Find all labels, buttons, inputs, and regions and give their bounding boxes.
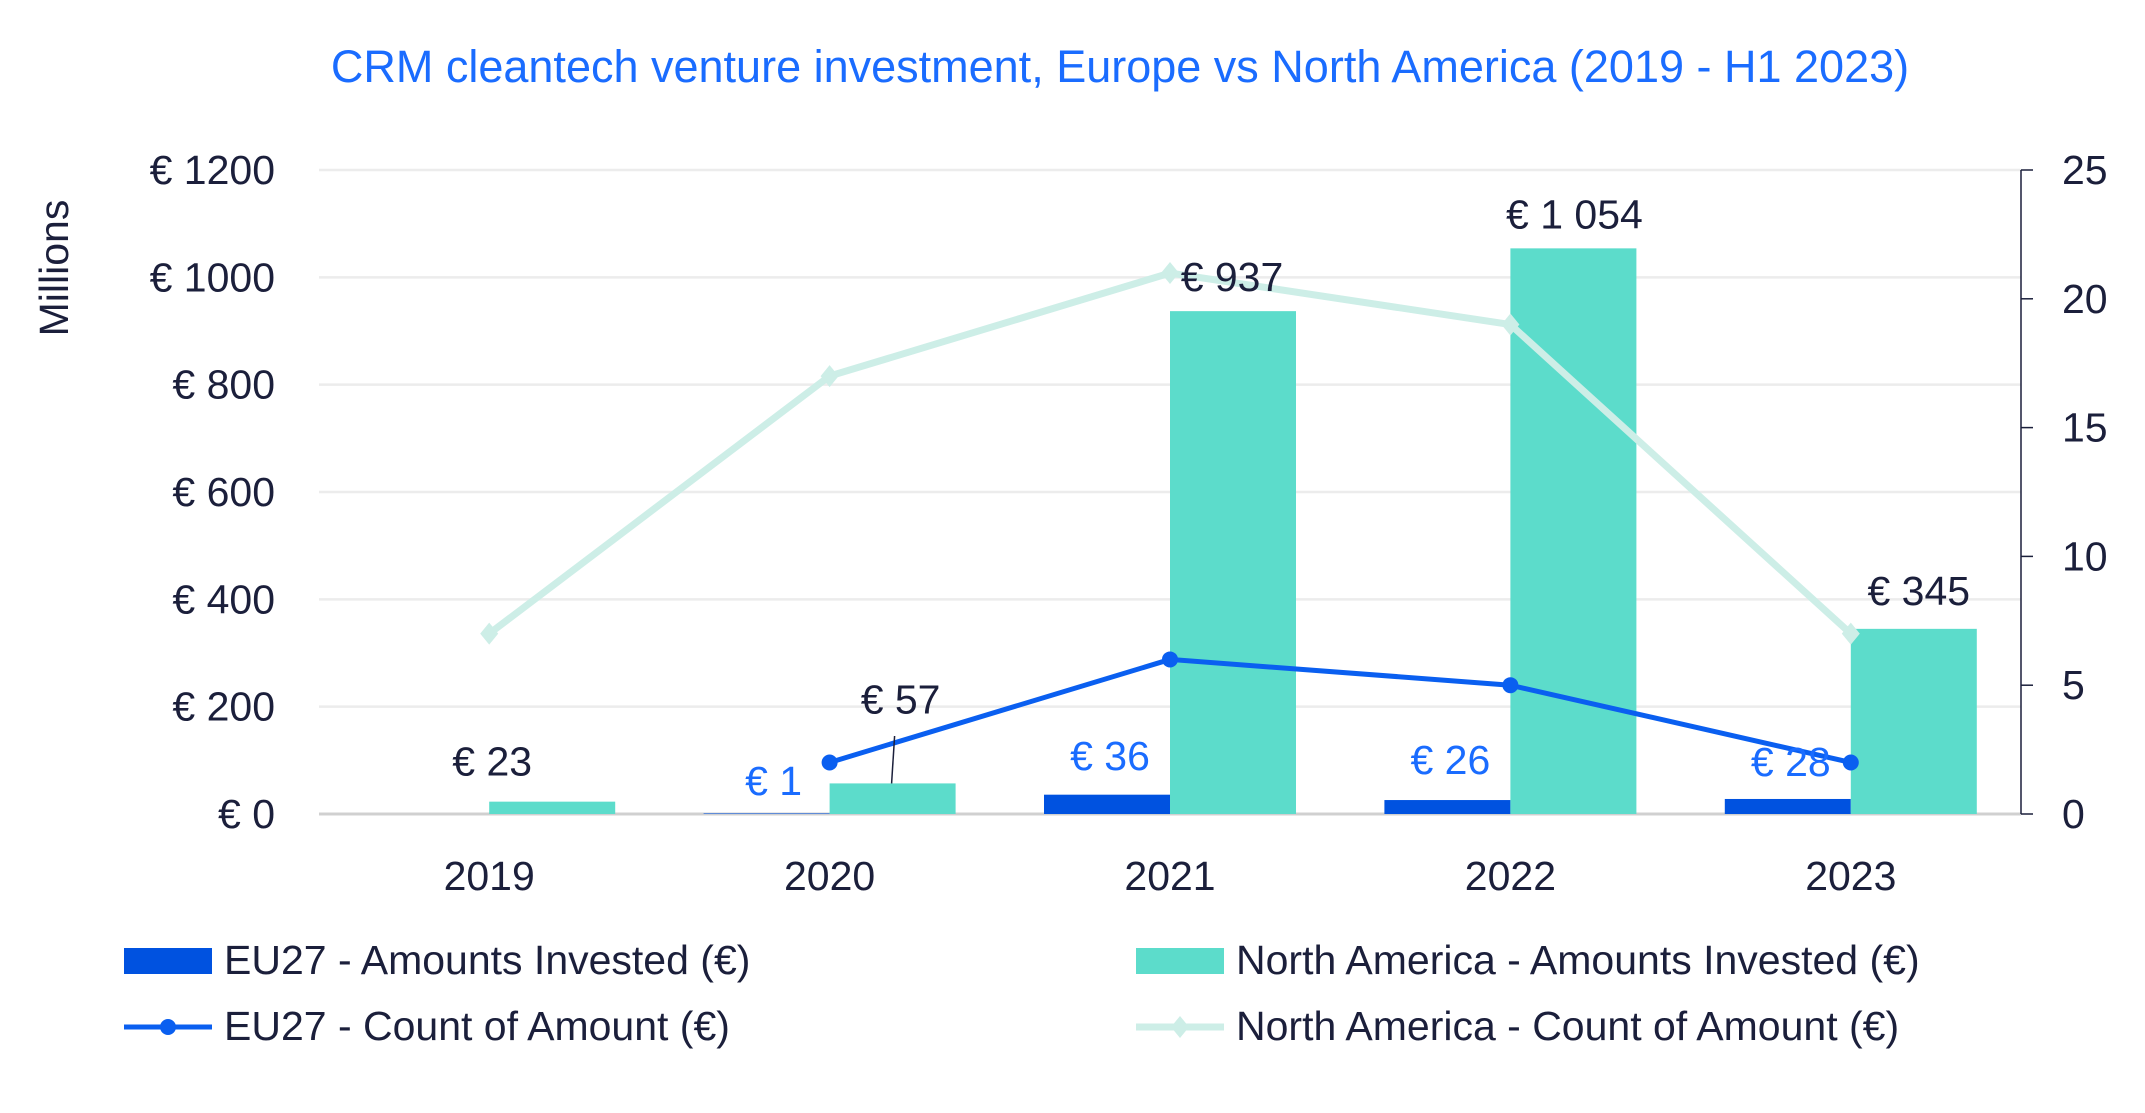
marker-eu27-count (1162, 651, 1178, 668)
bar-north-america-amount (829, 783, 956, 814)
data-label-eu27: € 1 (745, 758, 802, 804)
bar-north-america-amount (489, 801, 616, 814)
x-tick-label: 2020 (784, 853, 875, 899)
bar-north-america-amount (1510, 248, 1637, 814)
marker-north-america-count (1841, 622, 1860, 645)
bar-eu27-amount (1724, 798, 1851, 814)
x-tick-label: 2022 (1465, 853, 1556, 899)
marker-north-america-count (480, 622, 499, 645)
y-tick-label: € 600 (172, 469, 275, 515)
legend-swatch (124, 948, 212, 974)
y2-tick-label: 5 (2062, 662, 2085, 708)
y2-tick-label: 0 (2062, 791, 2085, 837)
y-tick-label: € 1200 (150, 147, 275, 193)
legend-label: EU27 - Count of Amount (€) (224, 1003, 730, 1049)
legend-swatch (1136, 948, 1224, 974)
y2-tick-label: 20 (2062, 276, 2108, 322)
legend-marker (160, 1019, 176, 1035)
y-tick-label: € 400 (172, 576, 275, 622)
data-label-eu27: € 28 (1751, 739, 1831, 785)
x-tick-label: 2021 (1124, 853, 1215, 899)
marker-eu27-count (1502, 677, 1519, 694)
marker-eu27-count (821, 754, 838, 771)
y-tick-label: € 0 (218, 791, 275, 837)
y-axis-label: Millions (31, 200, 77, 337)
marker-north-america-count (820, 365, 839, 388)
marker-north-america-count (1501, 313, 1520, 336)
y2-tick-label: 25 (2062, 147, 2108, 193)
data-label-north-america: € 23 (452, 739, 532, 785)
bar-eu27-amount (1044, 794, 1170, 814)
data-label-north-america: € 57 (861, 676, 941, 722)
legend-label: North America - Amounts Invested (€) (1236, 937, 1920, 983)
bar-north-america-amount (1170, 311, 1296, 814)
marker-north-america-count (1161, 262, 1179, 285)
marker-eu27-count (1842, 754, 1859, 771)
y-tick-label: € 800 (172, 362, 275, 408)
y-tick-label: € 200 (172, 684, 275, 730)
bar-eu27-amount (703, 813, 830, 814)
data-label-eu27: € 26 (1410, 737, 1490, 783)
y2-tick-label: 10 (2062, 533, 2108, 579)
data-label-eu27: € 36 (1070, 733, 1150, 779)
y2-tick-label: 15 (2062, 405, 2108, 451)
x-tick-label: 2023 (1805, 853, 1896, 899)
legend-marker (1171, 1016, 1189, 1038)
bar-eu27-amount (1384, 800, 1511, 814)
data-label-north-america: € 1 054 (1506, 191, 1643, 237)
legend-label: EU27 - Amounts Invested (€) (224, 937, 750, 983)
bar-north-america-amount (1850, 628, 1977, 814)
chart-title: CRM cleantech venture investment, Europe… (331, 41, 1909, 92)
y-tick-label: € 1000 (150, 254, 275, 300)
leader-line (890, 735, 896, 784)
data-label-north-america: € 345 (1867, 568, 1970, 614)
legend-label: North America - Count of Amount (€) (1236, 1003, 1899, 1049)
line-eu27-count (828, 656, 1852, 765)
x-tick-label: 2019 (444, 853, 535, 899)
data-label-north-america: € 937 (1181, 254, 1284, 300)
